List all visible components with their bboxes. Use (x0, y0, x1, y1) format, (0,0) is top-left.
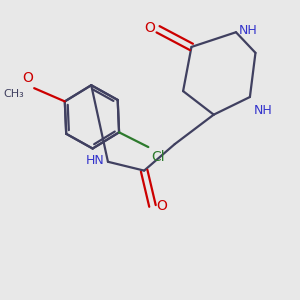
Text: O: O (22, 71, 33, 85)
Text: O: O (144, 21, 155, 35)
Text: NH: NH (239, 24, 257, 37)
Text: NH: NH (254, 104, 273, 117)
Text: Cl: Cl (151, 150, 165, 164)
Text: O: O (156, 199, 167, 213)
Text: CH₃: CH₃ (4, 89, 24, 99)
Text: HN: HN (86, 154, 105, 167)
